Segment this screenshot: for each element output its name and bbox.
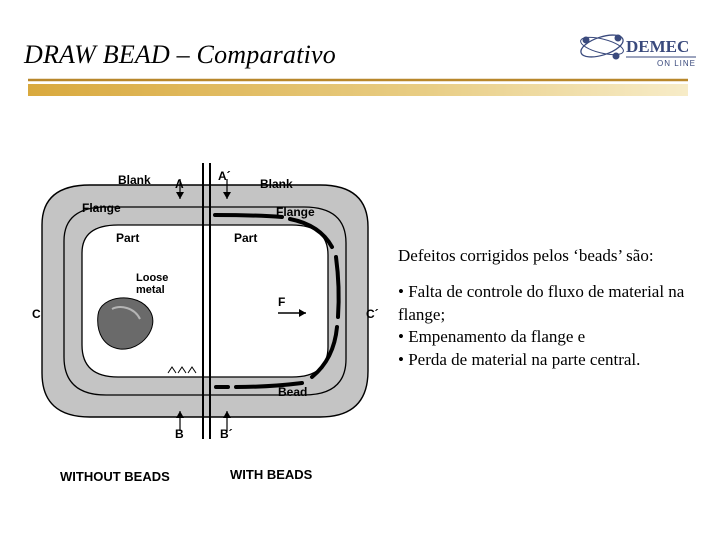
right-text-block: Defeitos corrigidos pelos ‘beads’ são: •… <box>398 245 710 371</box>
label-flange-right: Flange <box>276 205 315 219</box>
label-flange-left: Flange <box>82 201 121 215</box>
logo-demec: DEMEC ON LINE <box>578 28 698 76</box>
text-heading: Defeitos corrigidos pelos ‘beads’ são: <box>398 245 710 267</box>
label-loose-metal: Loose metal <box>136 273 168 296</box>
logo-orbit-icon <box>578 31 625 62</box>
label-a-prime: A´ <box>218 169 231 183</box>
label-blank-left: Blank <box>118 173 151 187</box>
label-b: B <box>175 427 184 441</box>
label-c-prime: C´ <box>366 307 379 321</box>
label-part-right: Part <box>234 231 257 245</box>
caption-without-beads: WITHOUT BEADS <box>60 469 170 484</box>
caption-with-beads: WITH BEADS <box>230 467 312 482</box>
title-underline <box>28 78 688 100</box>
logo-text-line2: ON LINE <box>657 59 696 68</box>
label-c: C <box>32 307 41 321</box>
text-bullet-3: • Perda de material na parte central. <box>398 350 640 369</box>
label-bead: Bead <box>278 385 307 399</box>
label-part-left: Part <box>116 231 139 245</box>
drawbead-diagram: Blank A A´ Blank Flange Flange Part Part… <box>20 155 390 495</box>
label-b-prime: B´ <box>220 427 233 441</box>
text-bullet-2: • Empenamento da flange e <box>398 327 585 346</box>
text-bullet-1: • Falta de controle do fluxo de material… <box>398 282 684 323</box>
slide: DRAW BEAD – Comparativo DEMEC ON LINE <box>0 0 720 540</box>
label-f: F <box>278 295 285 309</box>
logo-text-line1: DEMEC <box>626 37 689 56</box>
label-blank-right: Blank <box>260 177 293 191</box>
slide-title: DRAW BEAD – Comparativo <box>24 40 336 70</box>
label-a: A <box>175 177 184 191</box>
